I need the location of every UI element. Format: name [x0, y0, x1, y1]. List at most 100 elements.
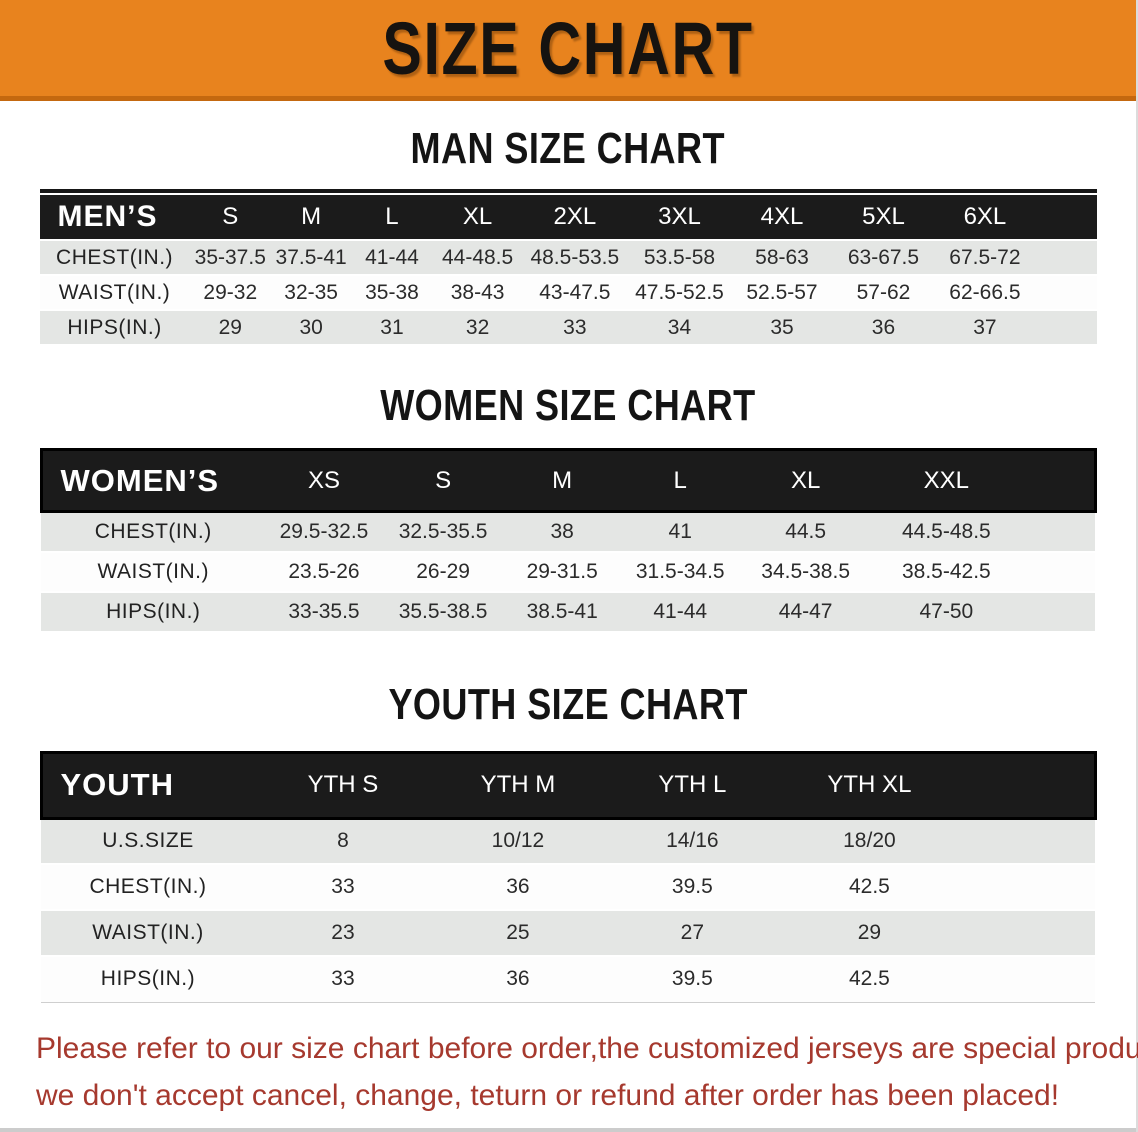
size-column-header: L: [620, 448, 740, 513]
youth-size-table-wrap: YOUTH YTH S YTH M YTH L YTH XL U.S.SIZE 8 10/12…: [39, 750, 1097, 1003]
size-column-header: XS: [265, 448, 383, 513]
measurement-row: WAIST(IN.) 23 25 27 29: [41, 910, 1095, 956]
disclaimer-line-1: Please refer to our size chart before or…: [36, 1031, 1138, 1065]
size-value-cell: 38: [550, 519, 574, 543]
youth-size-section: YOUTH SIZE CHART YOUTH YTH S YTH M YTH L YTH…: [0, 679, 1136, 1003]
size-column-header: S: [222, 203, 239, 230]
size-value-cell: 35-37.5: [194, 245, 266, 269]
size-header-row: MEN’S S M L XL 2XL 3XL 4XL 5XL 6XL: [39, 195, 1097, 240]
size-value-cell: 41: [668, 519, 692, 543]
size-value-cell: 53.5-58: [643, 245, 716, 269]
size-value-cell: 44-48.5: [441, 245, 514, 269]
size-value-cell: 10/12: [491, 829, 545, 853]
filler-cell: [959, 910, 1095, 956]
size-value-cell: 44.5-48.5: [901, 519, 991, 543]
youth-size-table: YOUTH YTH S YTH M YTH L YTH XL U.S.SIZE 8 10/12…: [39, 750, 1097, 1003]
size-column-header: XL: [462, 203, 493, 230]
size-value-cell: 42.5: [848, 967, 890, 991]
size-value-cell: 47.5-52.5: [635, 280, 724, 304]
size-value-cell: 33-35.5: [288, 599, 360, 623]
size-value-cell: 41-44: [365, 245, 419, 269]
banner: SIZE CHART: [0, 0, 1136, 101]
size-value-cell: 62-66.5: [949, 280, 1021, 304]
measurement-row: HIPS(IN.) 33-35.5 35.5-38.5 38.5-41 41-44 44-…: [41, 591, 1095, 632]
size-header-row: YOUTH YTH S YTH M YTH L YTH XL: [39, 750, 1097, 820]
youth-section-heading: YOUTH SIZE CHART: [388, 679, 748, 729]
size-value-cell: 33: [331, 967, 355, 991]
measurement-label: U.S.SIZE: [102, 829, 194, 853]
filler-cell: [1035, 275, 1096, 310]
size-value-cell: 33: [563, 315, 587, 339]
measurement-label: HIPS(IN.): [100, 967, 196, 991]
size-column-header: 2XL: [553, 203, 597, 230]
measurement-row: U.S.SIZE 8 10/12 14/16 18/20: [41, 818, 1095, 864]
man-size-section: MAN SIZE CHART MEN’S S M L XL 2XL 3XL 4XL 5XL 6XL…: [0, 125, 1136, 346]
disclaimer-line-2: we don't accept cancel, change, teturn o…: [36, 1078, 1060, 1112]
size-value-cell: 34: [667, 315, 692, 339]
measurement-label: WAIST(IN.): [92, 921, 204, 944]
size-value-cell: 36: [871, 315, 896, 339]
size-value-cell: 38-43: [450, 280, 505, 304]
size-header-row: WOMEN’S XS S M L XL XXL: [39, 448, 1097, 513]
size-value-cell: 23: [331, 921, 355, 944]
size-column-header: 3XL: [658, 203, 701, 230]
filler-cell: [959, 818, 1095, 864]
measurement-label: HIPS(IN.): [67, 315, 162, 339]
size-value-cell: 31: [380, 315, 404, 339]
filler-cell: [959, 750, 1097, 820]
size-value-cell: 34.5-38.5: [761, 559, 851, 583]
filler-cell: [959, 956, 1095, 1002]
size-value-cell: 63-67.5: [847, 245, 920, 269]
size-column-header: L: [385, 203, 399, 230]
order-disclaimer: Please refer to our size chart before or…: [36, 1025, 1138, 1119]
size-column-header: YTH S: [254, 750, 431, 820]
women-size-table-wrap: WOMEN’S XS S M L XL XXL CHEST(IN.) 29.5-32.5 32.5…: [39, 448, 1097, 633]
size-value-cell: 29: [218, 315, 242, 339]
measurement-row: WAIST(IN.) 29-32 32-35 35-38 38-43 43-47.5 47.…: [39, 275, 1097, 310]
size-value-cell: 44.5: [785, 519, 827, 543]
filler-cell: [1021, 448, 1097, 513]
size-value-cell: 32: [465, 315, 490, 339]
measurement-label: CHEST(IN.): [94, 519, 212, 543]
filler-cell: [1021, 552, 1095, 592]
measurement-label: CHEST(IN.): [89, 875, 207, 898]
size-value-cell: 42.5: [848, 875, 890, 898]
size-value-cell: 26-29: [416, 559, 470, 583]
size-value-cell: 14/16: [666, 829, 719, 853]
measurement-label: HIPS(IN.): [106, 599, 201, 623]
size-column-header: YTH L: [604, 750, 780, 820]
size-column-header: XXL: [871, 448, 1022, 513]
size-column-header: 4XL: [760, 203, 804, 230]
size-value-cell: 18/20: [843, 829, 896, 853]
women-size-section: WOMEN SIZE CHART WOMEN’S XS S M L XL XXL CHEST(…: [0, 382, 1136, 633]
measurement-row: HIPS(IN.) 29 30 31 32 33 34 35 36 37: [39, 310, 1097, 345]
size-value-cell: 36: [506, 967, 530, 991]
size-column-header: M: [301, 203, 322, 230]
size-value-cell: 36: [506, 875, 530, 898]
size-column-header: XL: [739, 448, 872, 513]
size-value-cell: 32-35: [284, 280, 338, 304]
size-value-cell: 25: [506, 921, 530, 944]
size-value-cell: 35-38: [365, 280, 419, 304]
size-value-cell: 44-47: [778, 599, 833, 623]
size-value-cell: 39.5: [671, 967, 713, 991]
size-value-cell: 29-32: [203, 280, 258, 304]
measurement-row: CHEST(IN.) 33 36 39.5 42.5: [41, 864, 1095, 910]
measurement-label: WAIST(IN.): [58, 280, 171, 304]
size-value-cell: 38.5-42.5: [901, 559, 991, 583]
size-value-cell: 33: [331, 875, 355, 898]
man-size-table: MEN’S S M L XL 2XL 3XL 4XL 5XL 6XL CHEST(IN.) 35-37…: [39, 195, 1097, 346]
size-value-cell: 29: [857, 921, 882, 944]
size-column-header: YTH XL: [779, 750, 959, 820]
size-value-cell: 37.5-41: [275, 245, 347, 269]
size-value-cell: 35: [770, 315, 794, 339]
filler-cell: [1021, 592, 1095, 632]
size-value-cell: 57-62: [856, 280, 911, 304]
size-value-cell: 30: [299, 315, 323, 339]
man-size-table-wrap: MEN’S S M L XL 2XL 3XL 4XL 5XL 6XL CHEST(IN.) 35-37…: [39, 189, 1097, 346]
filler-cell: [1035, 310, 1096, 345]
image-bottom-edge: [0, 1128, 1136, 1132]
size-value-cell: 43-47.5: [539, 280, 611, 304]
measurement-row: HIPS(IN.) 33 36 39.5 42.5: [41, 956, 1095, 1002]
filler-cell: [1035, 195, 1096, 240]
